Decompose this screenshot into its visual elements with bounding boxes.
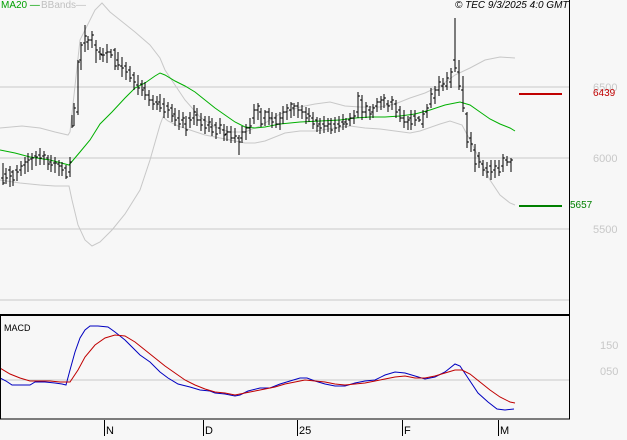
signal-line: [0, 334, 516, 404]
bbands-lower-line: [0, 116, 516, 247]
macd-frame: [0, 315, 570, 420]
legend-ma20-swatch: —: [27, 0, 40, 11]
legend-ma20: MA20 —: [1, 0, 40, 11]
x-axis-ticks: [104, 420, 499, 436]
resistance-label: 6439: [593, 88, 616, 99]
price-tick-6000: 6000: [593, 153, 618, 165]
price-tick-5500: 5500: [593, 224, 618, 236]
x-label-2025: 25: [299, 425, 312, 437]
ma20-line: [0, 72, 516, 166]
legend-bbands-label: BBands: [41, 0, 77, 11]
macd-tick-150: 150: [600, 340, 619, 352]
macd-panel: [0, 315, 570, 420]
price-panel: [0, 0, 570, 316]
x-label-feb: F: [404, 425, 411, 437]
copyright-timestamp: © TEC 9/3/2025 4:0 GMT: [455, 0, 569, 11]
legend-ma20-label: MA20: [1, 0, 28, 11]
x-label-dec: D: [205, 425, 213, 437]
macd-line: [0, 325, 515, 411]
macd-title: MACD: [4, 323, 31, 333]
x-label-mar: M: [500, 425, 510, 437]
legend-bbands-swatch: —: [76, 0, 87, 11]
legend-bbands: BBands—: [41, 0, 86, 11]
x-label-nov: N: [106, 425, 114, 437]
macd-tick-050: 050: [600, 366, 619, 378]
support-label: 5657: [570, 200, 593, 211]
price-tick-6500: 6500: [593, 82, 618, 94]
ohlc-bars: [1, 18, 513, 187]
